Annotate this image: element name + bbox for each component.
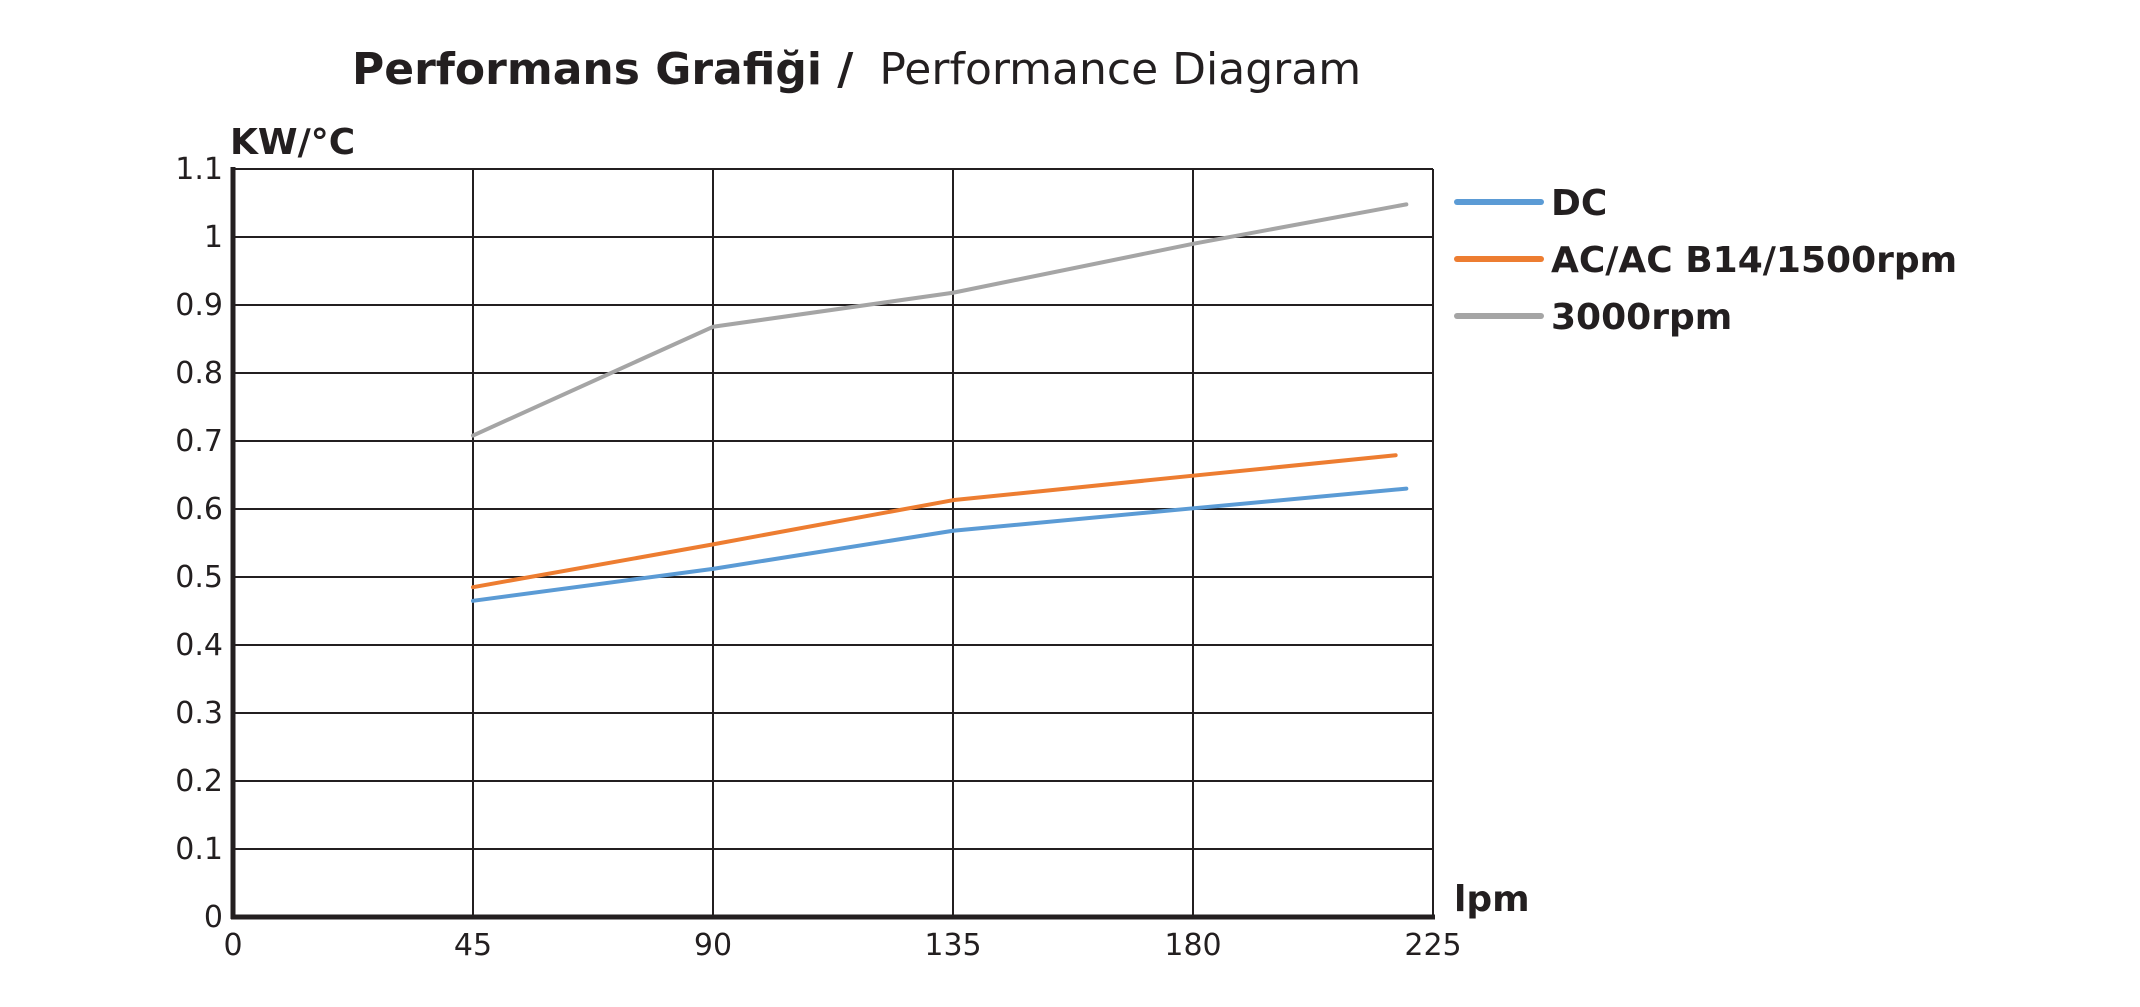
x-tick-label: 45 bbox=[454, 928, 492, 963]
series-line-1 bbox=[471, 453, 1398, 590]
x-tick-label: 0 bbox=[223, 928, 242, 963]
series-line-2 bbox=[471, 202, 1409, 438]
x-tick-label: 135 bbox=[924, 928, 981, 963]
legend-label: 3000rpm bbox=[1551, 297, 1732, 338]
data-point bbox=[712, 568, 714, 570]
data-point bbox=[1395, 454, 1397, 456]
data-point bbox=[1192, 507, 1194, 509]
data-point bbox=[1405, 488, 1407, 490]
data-point bbox=[952, 292, 954, 294]
data-point bbox=[712, 326, 714, 328]
y-tick-label: 0.2 bbox=[175, 764, 223, 799]
y-tick-label: 0.1 bbox=[175, 832, 223, 867]
series-line-0 bbox=[471, 486, 1409, 603]
y-tick-label: 0.3 bbox=[175, 696, 223, 731]
y-tick-label: 0.4 bbox=[175, 628, 223, 663]
y-tick-label: 0.5 bbox=[175, 560, 223, 595]
data-point bbox=[952, 530, 954, 532]
axes bbox=[230, 167, 1435, 920]
data-point bbox=[472, 600, 474, 602]
x-axis-title: lpm bbox=[1454, 879, 1530, 920]
chart-title-normal: Performance Diagram bbox=[879, 44, 1361, 95]
legend-label: DC bbox=[1551, 183, 1607, 224]
legend-label: AC/AC B14/1500rpm bbox=[1551, 240, 1957, 281]
data-point bbox=[1405, 203, 1407, 205]
x-tick-labels: 0 45 90 135 180 225 bbox=[223, 928, 1461, 963]
grid bbox=[232, 168, 1434, 918]
data-point bbox=[712, 543, 714, 545]
chart-title-bold: Performans Grafiği / bbox=[352, 44, 854, 95]
data-point bbox=[1192, 243, 1194, 245]
series-lines bbox=[471, 202, 1409, 603]
y-tick-label: 0.6 bbox=[175, 492, 223, 527]
x-tick-label: 90 bbox=[694, 928, 732, 963]
y-tick-label: 1 bbox=[204, 220, 223, 255]
data-point bbox=[952, 499, 954, 501]
x-tick-label: 225 bbox=[1404, 928, 1461, 963]
y-tick-label: 1.1 bbox=[175, 152, 223, 187]
y-axis-title: KW/°C bbox=[230, 122, 355, 163]
y-tick-labels: 0 0.1 0.2 0.3 0.4 0.5 0.6 0.7 0.8 0.9 1 1.1 bbox=[175, 152, 223, 935]
data-point bbox=[472, 586, 474, 588]
y-tick-label: 0.9 bbox=[175, 288, 223, 323]
data-point bbox=[472, 435, 474, 437]
legend: DC AC/AC B14/1500rpm 3000rpm bbox=[1454, 183, 1957, 338]
y-tick-label: 0.8 bbox=[175, 356, 223, 391]
y-tick-label: 0 bbox=[204, 900, 223, 935]
data-point bbox=[1192, 475, 1194, 477]
x-tick-label: 180 bbox=[1164, 928, 1221, 963]
y-tick-label: 0.7 bbox=[175, 424, 223, 459]
chart-title: Performans Grafiği / Performance Diagram bbox=[352, 44, 1361, 95]
